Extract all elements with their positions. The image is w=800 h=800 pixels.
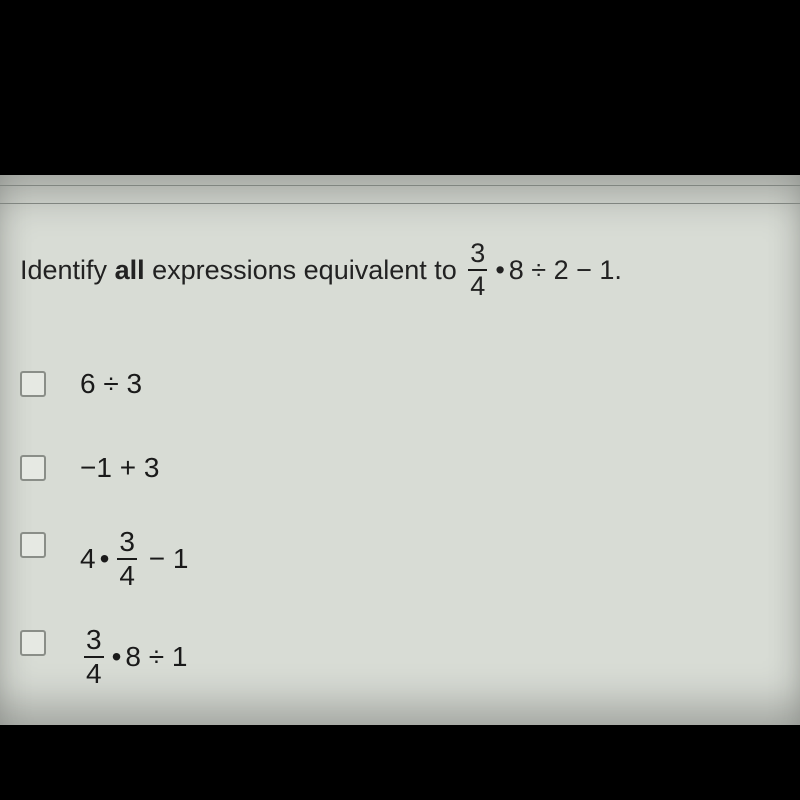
question-text: Identify all expressions equivalent to 3… xyxy=(20,240,780,300)
mult-dot: • xyxy=(495,255,504,286)
fraction-numerator: 3 xyxy=(84,626,104,654)
option-after: 8 ÷ 1 xyxy=(125,641,187,673)
option-row[interactable]: 4 • 3 4 − 1 xyxy=(20,528,780,590)
fraction-denominator: 4 xyxy=(117,562,137,590)
question-bold: all xyxy=(115,255,145,286)
option-row[interactable]: 6 ÷ 3 xyxy=(20,360,780,408)
fraction: 3 4 xyxy=(117,528,137,590)
divider-line xyxy=(0,185,800,186)
option-row[interactable]: −1 + 3 xyxy=(20,444,780,492)
mult-dot: • xyxy=(100,543,110,575)
fraction-numerator: 3 xyxy=(468,240,487,267)
fraction-denominator: 4 xyxy=(84,660,104,688)
checkbox[interactable] xyxy=(20,371,46,397)
options-list: 6 ÷ 3 −1 + 3 4 • 3 4 xyxy=(20,360,780,688)
question-mid: expressions equivalent to xyxy=(145,255,465,286)
checkbox[interactable] xyxy=(20,532,46,558)
fraction-denominator: 4 xyxy=(468,273,487,300)
question-tail: 8 ÷ 2 − 1. xyxy=(509,255,622,286)
option-plain: −1 + 3 xyxy=(80,452,159,484)
fraction-numerator: 3 xyxy=(117,528,137,556)
checkbox[interactable] xyxy=(20,455,46,481)
worksheet-paper: Identify all expressions equivalent to 3… xyxy=(0,175,800,725)
question-prefix: Identify xyxy=(20,255,115,286)
question-block: Identify all expressions equivalent to 3… xyxy=(20,240,780,724)
option-row[interactable]: 3 4 • 8 ÷ 1 xyxy=(20,626,780,688)
option-text: 4 • 3 4 − 1 xyxy=(80,528,188,590)
mult-dot: • xyxy=(112,641,122,673)
option-after: − 1 xyxy=(141,543,188,575)
fraction: 3 4 xyxy=(84,626,104,688)
option-text: 6 ÷ 3 xyxy=(80,368,142,400)
checkbox[interactable] xyxy=(20,630,46,656)
option-plain: 6 ÷ 3 xyxy=(80,368,142,400)
divider-line xyxy=(0,203,800,204)
option-before: 4 xyxy=(80,543,96,575)
option-text: −1 + 3 xyxy=(80,452,159,484)
fraction: 3 4 xyxy=(468,240,487,300)
option-text: 3 4 • 8 ÷ 1 xyxy=(80,626,187,688)
